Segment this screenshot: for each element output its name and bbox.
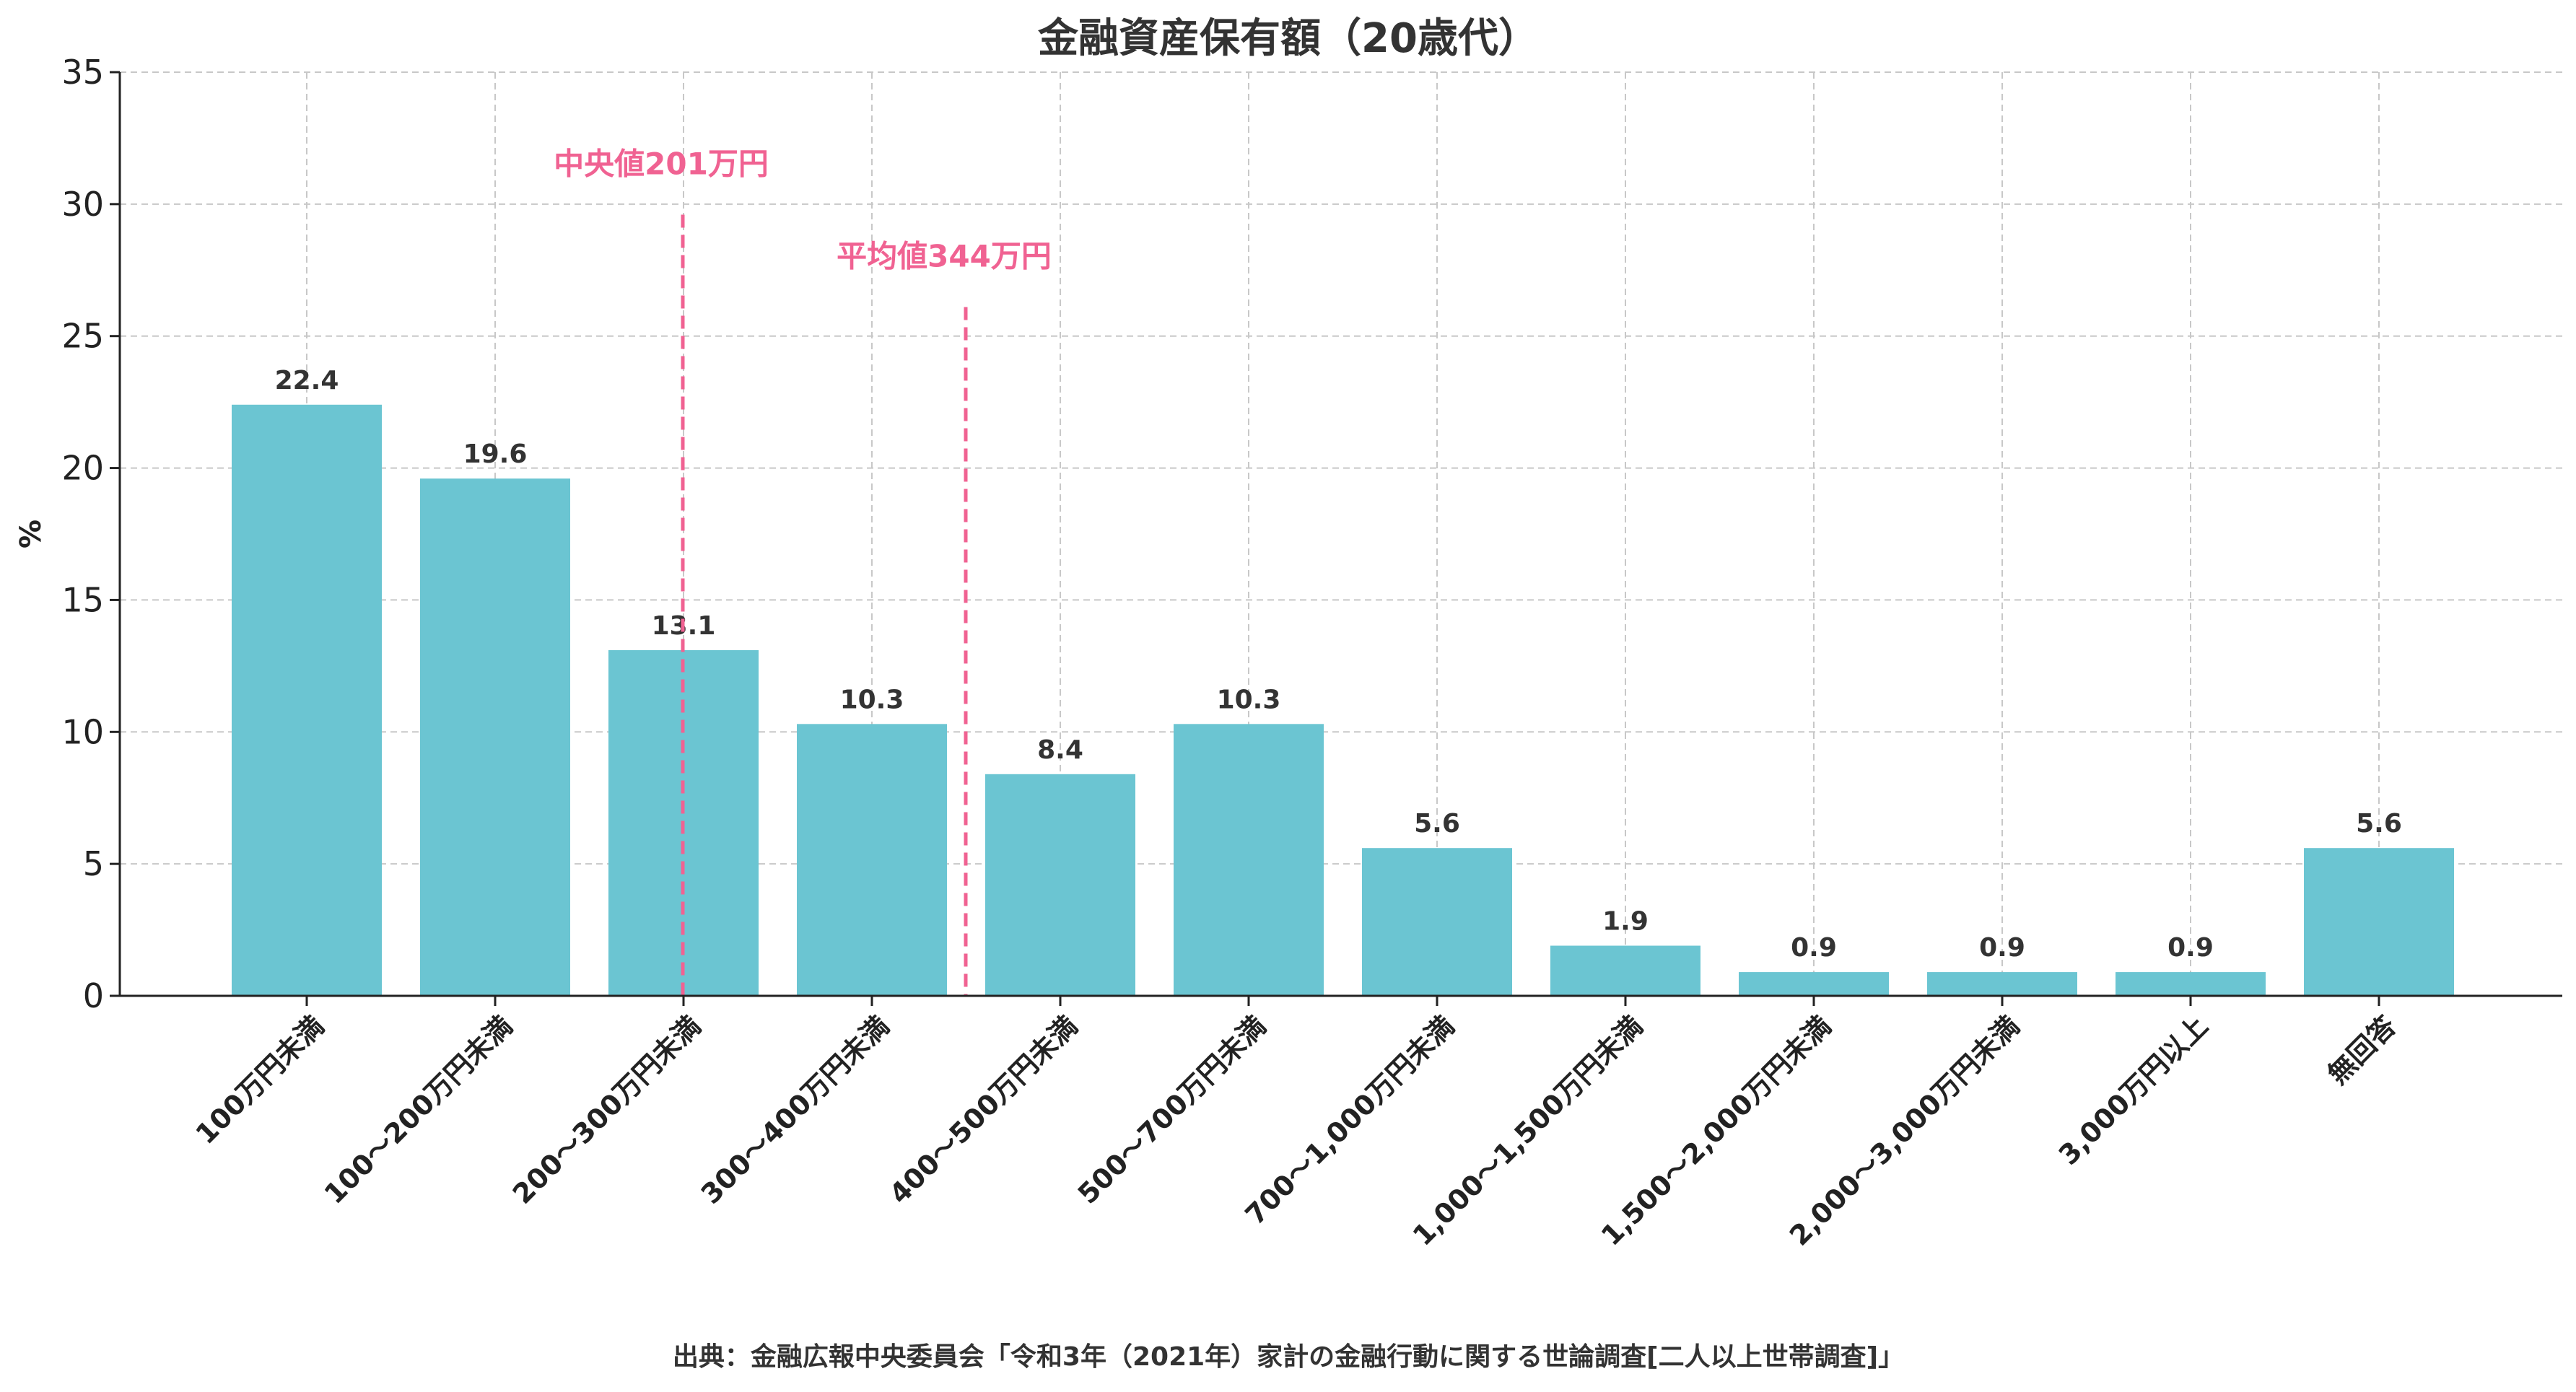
y-tick-label: 20 [61,449,104,488]
y-axis-label: % [14,520,48,548]
value-label: 0.9 [1791,933,1837,963]
value-labels: 22.419.613.110.38.410.35.61.90.90.90.95.… [275,366,2402,963]
value-label: 10.3 [840,685,904,714]
bar [985,774,1135,996]
value-label: 8.4 [1037,735,1083,765]
bar [1927,972,2077,996]
y-tick-label: 15 [61,580,104,619]
value-label: 22.4 [275,366,339,395]
value-label: 5.6 [2356,809,2402,839]
axes [110,71,2562,1006]
chart-title: 金融資産保有額（20歳代） [1037,15,1539,62]
x-tick-label: 400～500万円未満 [883,1010,1084,1210]
y-tick-label: 10 [61,712,104,751]
value-label: 0.9 [1979,933,2025,963]
bar [1362,848,1512,996]
bar [797,724,947,996]
x-tick-label: 200～300万円未満 [507,1010,707,1210]
bar [2116,972,2266,996]
bar [1739,972,1889,996]
value-label: 10.3 [1217,685,1281,714]
x-tick-label: 100～200万円未満 [318,1010,519,1210]
y-tick-label: 35 [61,53,104,92]
bar [2304,848,2454,996]
bar [420,478,570,996]
x-tick-label: 無回答 [2322,1010,2403,1090]
value-label: 0.9 [2167,933,2214,963]
value-label: 5.6 [1414,809,1460,839]
reference-label: 中央値201万円 [554,146,769,181]
x-tick-label: 3,000万円以上 [2053,1010,2214,1171]
source-note: 出典：金融広報中央委員会「令和3年（2021年）家計の金融行動に関する世論調査[… [673,1341,1904,1372]
y-tick-labels: 0 5 10 15 20 25 30 35 [61,53,104,1015]
bar [232,404,382,996]
x-tick-label: 100万円未満 [190,1010,331,1150]
bar [1174,724,1324,996]
y-tick-label: 30 [61,185,104,224]
bars [232,404,2454,996]
x-tick-label: 300～400万円未満 [695,1010,896,1210]
y-tick-label: 25 [61,317,104,356]
value-label: 19.6 [463,439,528,469]
value-label: 1.9 [1602,907,1649,937]
x-tick-label: 500～700万円未満 [1072,1010,1272,1210]
bar [1550,945,1700,996]
y-tick-label: 0 [83,976,104,1015]
x-tick-label: 700～1,000万円未満 [1239,1010,1461,1231]
reference-label: 平均値344万円 [837,238,1052,273]
x-tick-labels: 100万円未満100～200万円未満200～300万円未満300～400万円未満… [190,1010,2403,1252]
y-tick-label: 5 [83,844,104,883]
